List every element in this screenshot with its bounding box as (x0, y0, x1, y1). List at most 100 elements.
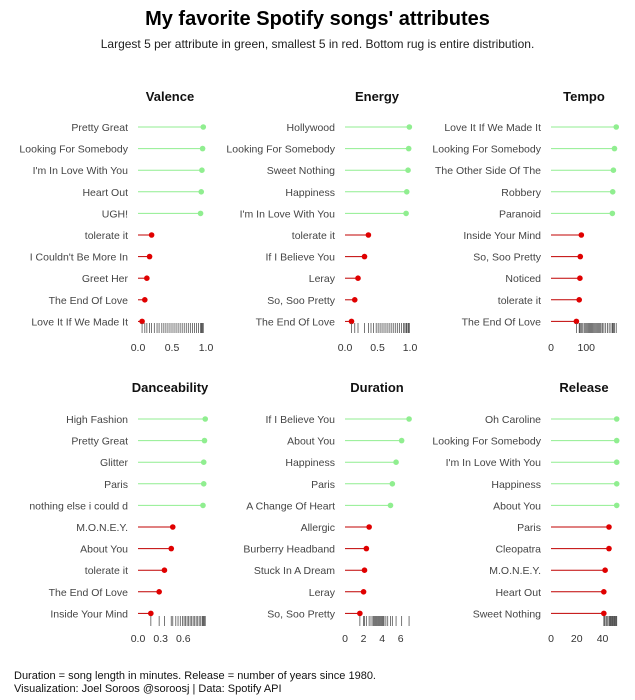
x-tick-label-release: 0 (548, 633, 554, 645)
category-label-duration: Leray (309, 587, 336, 599)
lollipop-dot-duration (387, 502, 394, 509)
x-tick-label-valence: 0.0 (131, 342, 146, 354)
category-label-valence: UGH! (102, 208, 128, 220)
lollipop-dot-danceability (200, 459, 207, 466)
panel-title-release: Release (559, 380, 608, 395)
x-tick-label-danceability: 0.0 (131, 633, 146, 645)
category-label-tempo: So, Soo Pretty (473, 252, 541, 264)
category-label-release: M.O.N.E.Y. (489, 565, 541, 577)
lollipop-dot-danceability (202, 416, 209, 422)
lollipop-dot-energy (351, 297, 358, 303)
lollipop-dot-valence (197, 210, 204, 217)
category-label-tempo: The End Of Love (462, 316, 542, 328)
x-tick-label-duration: 2 (361, 633, 367, 645)
lollipop-dot-valence (139, 318, 145, 325)
x-tick-label-energy: 0.0 (338, 342, 353, 354)
x-tick-label-valence: 1.0 (199, 342, 214, 354)
lollipop-dot-valence (148, 232, 155, 238)
x-tick-label-danceability: 0.3 (153, 633, 168, 645)
lollipop-dot-energy (355, 275, 361, 282)
lollipop-dot-release (606, 545, 612, 552)
category-label-danceability: Inside Your Mind (50, 608, 128, 620)
panel-title-danceability: Danceability (132, 380, 209, 395)
category-label-energy: tolerate it (292, 230, 335, 242)
category-label-energy: Hollywood (287, 122, 336, 134)
lollipop-dot-danceability (200, 481, 207, 487)
lollipop-dot-duration (393, 459, 399, 466)
category-label-valence: I'm In Love With You (33, 165, 129, 177)
category-label-danceability: Glitter (100, 457, 129, 469)
category-label-duration: If I Believe You (266, 414, 336, 426)
category-label-danceability: High Fashion (66, 414, 128, 426)
category-label-release: About You (493, 500, 541, 512)
lollipop-dot-tempo (609, 210, 616, 217)
category-label-valence: Greet Her (82, 273, 129, 285)
x-tick-label-tempo: 0 (548, 342, 554, 354)
category-label-duration: Stuck In A Dream (254, 565, 335, 577)
category-label-tempo: The Other Side Of The (435, 165, 541, 177)
category-label-tempo: tolerate it (498, 295, 541, 307)
lollipop-dot-valence (146, 253, 153, 260)
lollipop-dot-release (613, 502, 620, 509)
x-tick-label-duration: 0 (342, 633, 348, 645)
chart-subtitle: Largest 5 per attribute in green, smalle… (100, 37, 535, 51)
lollipop-dot-tempo (577, 275, 583, 282)
category-label-duration: A Change Of Heart (246, 500, 335, 512)
category-label-tempo: Looking For Somebody (432, 144, 541, 156)
lollipop-dot-release (613, 481, 620, 487)
category-label-duration: Allergic (301, 522, 335, 534)
lollipop-dot-valence (144, 275, 150, 282)
category-label-duration: Paris (311, 479, 335, 491)
lollipop-dot-duration (398, 437, 405, 444)
lollipop-dot-valence (198, 189, 205, 195)
lollipop-dot-tempo (576, 297, 583, 303)
lollipop-dot-tempo (573, 318, 580, 325)
lollipop-dot-duration (357, 610, 363, 617)
lollipop-dot-duration (360, 589, 367, 595)
lollipop-dot-duration (366, 524, 372, 530)
category-label-danceability: nothing else i could d (29, 500, 128, 512)
x-tick-label-release: 20 (571, 633, 583, 645)
x-tick-label-duration: 6 (398, 633, 404, 645)
panel-title-energy: Energy (355, 89, 400, 104)
panel-title-valence: Valence (146, 89, 194, 104)
chart-title: My favorite Spotify songs' attributes (145, 8, 490, 30)
x-tick-label-valence: 0.5 (165, 342, 180, 354)
category-label-danceability: About You (80, 544, 128, 556)
x-tick-label-tempo: 100 (577, 342, 595, 354)
category-label-energy: Happiness (285, 187, 335, 199)
lollipop-dot-duration (389, 481, 396, 487)
panel-title-duration: Duration (350, 380, 404, 395)
lollipop-dot-release (602, 567, 608, 573)
category-label-release: Cleopatra (495, 544, 541, 556)
caption-line-1: Duration = song length in minutes. Relea… (14, 670, 376, 682)
category-label-release: Oh Caroline (485, 414, 541, 426)
caption-line-2: Visualization: Joel Soroos @soroosj | Da… (14, 683, 282, 695)
category-label-energy: I'm In Love With You (240, 208, 336, 220)
lollipop-dot-danceability (161, 567, 168, 573)
category-label-danceability: tolerate it (85, 565, 128, 577)
lollipop-dot-valence (200, 124, 207, 130)
category-label-release: I'm In Love With You (446, 457, 542, 469)
category-label-energy: The End Of Love (256, 316, 336, 328)
category-label-valence: I Couldn't Be More In (30, 252, 128, 264)
lollipop-dot-tempo (609, 189, 616, 195)
lollipop-dot-tempo (613, 124, 620, 130)
category-label-valence: Love It If We Made It (31, 316, 128, 328)
lollipop-dot-danceability (169, 524, 176, 530)
category-label-valence: The End Of Love (49, 295, 129, 307)
category-label-tempo: Love It If We Made It (444, 122, 541, 134)
lollipop-dot-valence (142, 297, 148, 303)
lollipop-dot-valence (199, 167, 205, 173)
category-label-duration: So, Soo Pretty (267, 608, 335, 620)
lollipop-dot-energy (361, 253, 368, 260)
category-label-energy: Leray (309, 273, 336, 285)
lollipop-dot-energy (348, 318, 355, 325)
lollipop-dot-danceability (168, 545, 175, 552)
x-tick-label-duration: 4 (379, 633, 385, 645)
lollipop-dot-release (601, 610, 607, 617)
lollipop-dot-energy (406, 124, 413, 130)
lollipop-dot-tempo (578, 232, 585, 238)
